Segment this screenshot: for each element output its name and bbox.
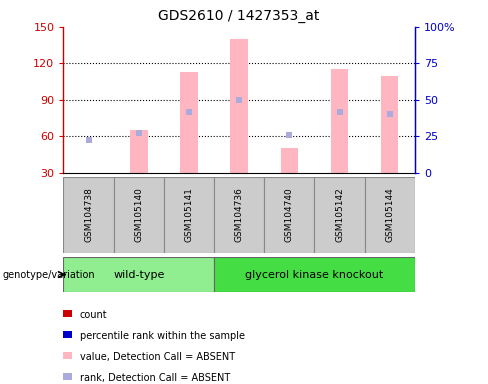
Bar [214,257,415,292]
Bar [381,76,399,173]
Bar [281,149,298,173]
Text: count: count [80,310,107,320]
Text: GSM104736: GSM104736 [235,188,244,242]
Bar [230,39,248,173]
Bar [365,177,415,253]
Text: GSM104738: GSM104738 [84,188,93,242]
Bar [180,72,198,173]
Text: genotype/variation: genotype/variation [2,270,95,280]
Bar [114,177,164,253]
Text: rank, Detection Call = ABSENT: rank, Detection Call = ABSENT [80,373,230,383]
Bar [264,177,314,253]
Bar [63,257,214,292]
Text: GSM105140: GSM105140 [134,188,143,242]
Bar [214,177,264,253]
Text: glycerol kinase knockout: glycerol kinase knockout [245,270,384,280]
Bar [164,177,214,253]
Text: value, Detection Call = ABSENT: value, Detection Call = ABSENT [80,352,235,362]
Text: GSM105144: GSM105144 [385,188,394,242]
Title: GDS2610 / 1427353_at: GDS2610 / 1427353_at [159,9,320,23]
Bar [63,177,114,253]
Bar [314,177,365,253]
Text: GSM105142: GSM105142 [335,188,344,242]
Text: GSM104740: GSM104740 [285,188,294,242]
Bar [331,70,348,173]
Text: GSM105141: GSM105141 [184,188,193,242]
Bar [130,130,147,173]
Text: percentile rank within the sample: percentile rank within the sample [80,331,244,341]
Text: wild-type: wild-type [113,270,164,280]
